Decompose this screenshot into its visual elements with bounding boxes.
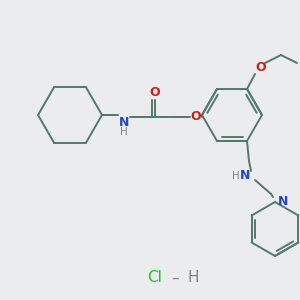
Text: H: H <box>120 127 128 137</box>
Text: O: O <box>256 61 266 74</box>
Text: Cl: Cl <box>148 271 162 286</box>
Text: N: N <box>240 169 250 182</box>
Text: N: N <box>119 116 129 128</box>
Text: H: H <box>187 271 199 286</box>
Text: N: N <box>278 196 288 208</box>
Text: O: O <box>150 86 160 100</box>
Text: –: – <box>171 271 179 286</box>
Text: O: O <box>191 110 201 124</box>
Text: H: H <box>232 171 240 181</box>
